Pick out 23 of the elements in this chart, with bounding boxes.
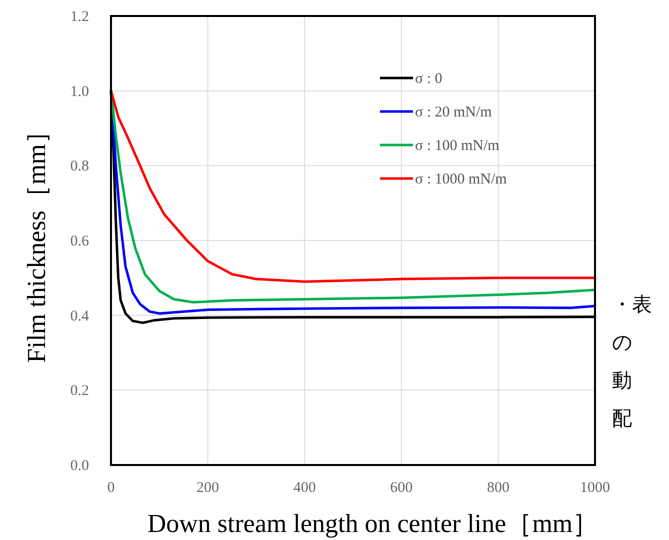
legend-label: σ : 20 mN/m — [415, 104, 492, 120]
legend-label: σ : 0 — [415, 71, 442, 87]
x-tick-label: 0 — [107, 480, 115, 496]
x-tick-label: 800 — [486, 480, 510, 496]
y-tick-label: 0.0 — [70, 458, 89, 474]
legend-label: σ : 100 mN/m — [415, 138, 500, 154]
text: 配 — [612, 406, 632, 430]
y-axis-title: Film thickness［mm］ — [22, 118, 51, 363]
text: の — [612, 330, 632, 354]
legend-label: σ : 1000 mN/m — [415, 172, 508, 188]
x-tick-label: 200 — [196, 480, 220, 496]
y-tick-label: 1.0 — [70, 84, 89, 100]
x-axis-title: Down stream length on center line［mm］ — [147, 509, 599, 538]
y-tick-label: 1.2 — [70, 9, 89, 25]
x-tick-label: 600 — [390, 480, 413, 496]
y-tick-label: 0.8 — [70, 158, 89, 175]
y-tick-label: 0.4 — [70, 308, 90, 324]
text: ・表 — [612, 292, 652, 316]
y-tick-label: 0.6 — [70, 234, 90, 250]
y-tick-label: 0.2 — [70, 383, 89, 400]
x-tick-label: 1000 — [580, 480, 610, 496]
text: 動 — [612, 368, 632, 392]
x-tick-label: 400 — [293, 480, 316, 496]
